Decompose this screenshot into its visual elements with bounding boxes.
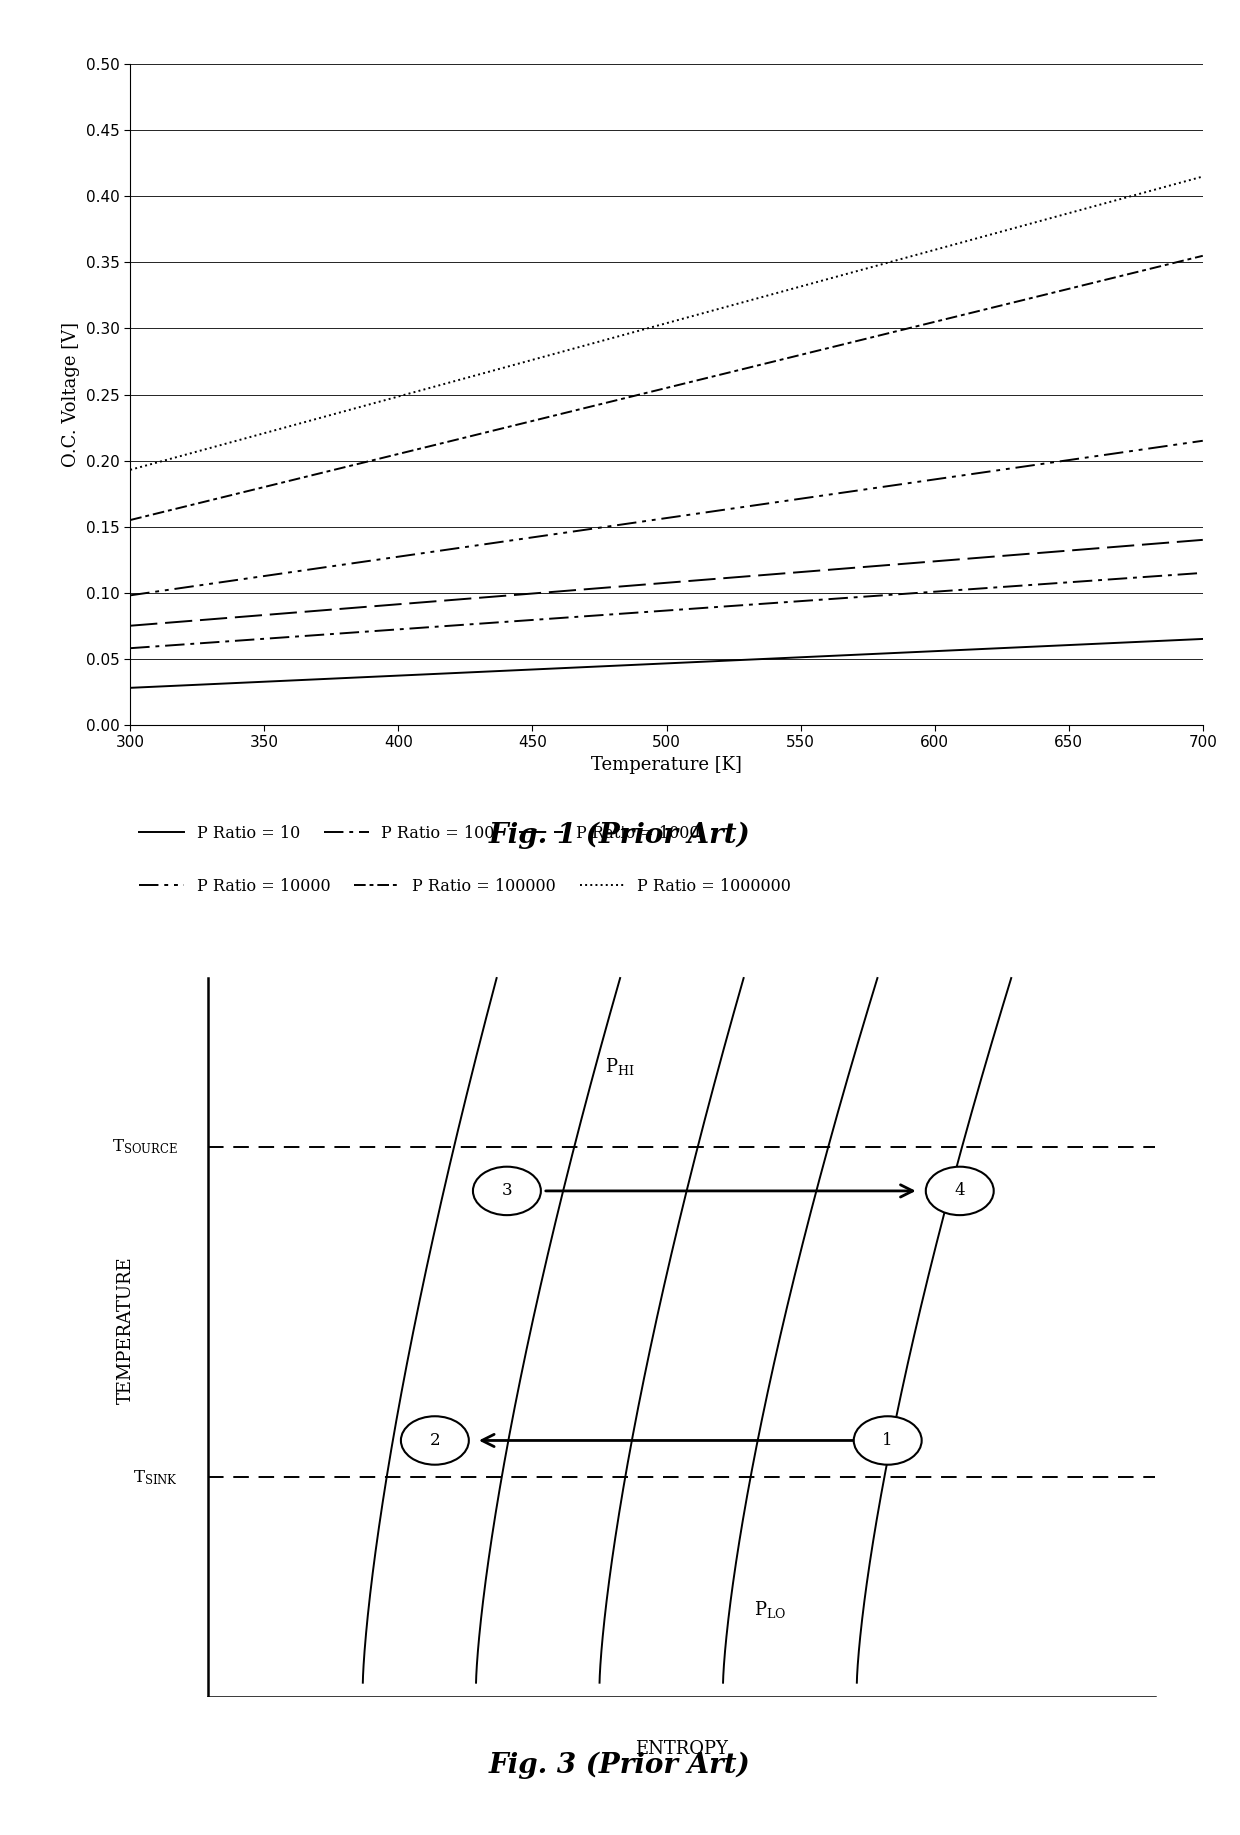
Y-axis label: O.C. Voltage [V]: O.C. Voltage [V] <box>62 321 81 468</box>
Text: $\mathregular{P_{HI}}$: $\mathregular{P_{HI}}$ <box>605 1055 635 1077</box>
Text: $\mathregular{T_{SINK}}$: $\mathregular{T_{SINK}}$ <box>133 1468 177 1486</box>
Text: 2: 2 <box>429 1431 440 1450</box>
X-axis label: Temperature [K]: Temperature [K] <box>591 756 742 774</box>
Legend: P Ratio = 10000, P Ratio = 100000, P Ratio = 1000000: P Ratio = 10000, P Ratio = 100000, P Rat… <box>133 872 797 901</box>
Circle shape <box>854 1417 921 1464</box>
Text: $\mathregular{T_{SOURCE}}$: $\mathregular{T_{SOURCE}}$ <box>112 1138 177 1156</box>
Text: TEMPERATURE: TEMPERATURE <box>117 1257 135 1404</box>
Circle shape <box>926 1167 993 1215</box>
Text: Fig. 3 (Prior Art): Fig. 3 (Prior Art) <box>489 1752 751 1778</box>
Circle shape <box>472 1167 541 1215</box>
Text: $\mathregular{P_{LO}}$: $\mathregular{P_{LO}}$ <box>754 1598 786 1620</box>
Text: 1: 1 <box>883 1431 893 1450</box>
Circle shape <box>401 1417 469 1464</box>
Text: 4: 4 <box>955 1182 965 1200</box>
Text: 3: 3 <box>502 1182 512 1200</box>
Text: Fig. 1 (Prior Art): Fig. 1 (Prior Art) <box>489 822 751 848</box>
Text: ENTROPY: ENTROPY <box>635 1740 728 1758</box>
